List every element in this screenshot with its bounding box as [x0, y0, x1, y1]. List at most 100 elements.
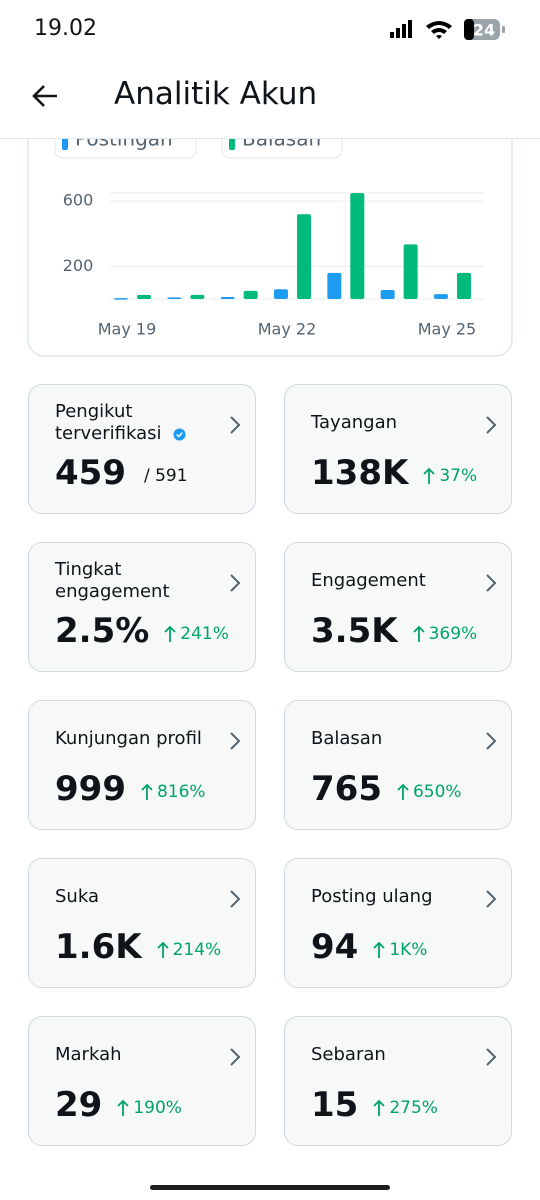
stat-card[interactable]: Tayangan 138K 37%: [284, 384, 512, 514]
card-row: 2.5% 241%: [55, 611, 229, 651]
card-title-text: Markah: [55, 1044, 122, 1065]
card-title-text: Pengikut terverifikasi: [55, 401, 220, 445]
card-row: 94 1K%: [311, 927, 427, 967]
chevron: [486, 416, 497, 434]
bar: [403, 244, 418, 299]
chevron: [486, 574, 497, 592]
y-tick-label: 600: [63, 191, 94, 210]
stat-card[interactable]: Balasan 765 650%: [284, 700, 512, 830]
card-title: Engagement: [311, 556, 476, 606]
bar: [433, 294, 448, 299]
card-title-text: Sebaran: [311, 1044, 386, 1065]
card-row: 15 275%: [311, 1085, 438, 1125]
up-arrow: [373, 941, 385, 958]
card-value: 3.5K: [311, 611, 398, 651]
card-title-text: Suka: [55, 886, 99, 907]
card-title-text: Kunjungan profil: [55, 728, 202, 749]
stat-card[interactable]: Pengikut terverifikasi 459 / 591: [28, 384, 256, 514]
card-value: 999: [55, 769, 126, 809]
bar: [350, 193, 365, 299]
battery-level: 24: [473, 21, 495, 40]
card-change: 369%: [428, 624, 478, 644]
x-tick-label: May 19: [98, 320, 157, 339]
card-value: 2.5%: [55, 611, 150, 651]
stat-card[interactable]: Markah 29 190%: [28, 1016, 256, 1146]
bar: [273, 289, 288, 299]
card-change: 214%: [172, 940, 222, 960]
card-row: 29 190%: [55, 1085, 182, 1125]
card-change: 1K%: [389, 940, 428, 960]
back-button[interactable]: [30, 82, 60, 110]
x-tick-label: May 25: [418, 320, 477, 339]
card-title: Tayangan: [311, 398, 476, 448]
card-title: Pengikut terverifikasi: [55, 398, 220, 448]
x-tick-label: May 22: [258, 320, 317, 339]
bar: [167, 297, 182, 299]
chevron: [486, 890, 497, 908]
bar: [114, 298, 128, 300]
home-indicator: [150, 1185, 390, 1190]
bar: [137, 294, 151, 299]
card-row: 459 / 591: [55, 453, 188, 493]
card-title: Suka: [55, 872, 220, 922]
card-row: 1.6K 214%: [55, 927, 221, 967]
card-change: 190%: [133, 1098, 182, 1118]
card-title-text: Balasan: [311, 728, 383, 749]
stat-card[interactable]: Engagement 3.5K 369%: [284, 542, 512, 672]
page-title: Analitik Akun: [114, 76, 318, 112]
card-value: 765: [311, 769, 382, 809]
card-value: 94: [311, 927, 359, 967]
stat-card[interactable]: Sebaran 15 275%: [284, 1016, 512, 1146]
chevron: [486, 1048, 497, 1066]
card-title-text: Tayangan: [311, 412, 398, 433]
up-arrow: [397, 783, 409, 800]
chevron: [230, 574, 241, 592]
y-tick-label: 200: [63, 256, 94, 275]
card-title-text: Tingkat engagement: [55, 559, 170, 602]
card-title: Kunjungan profil: [55, 714, 220, 764]
card-change: 37%: [439, 466, 478, 486]
bar: [190, 294, 205, 299]
chevron: [486, 732, 497, 750]
card-title: Posting ulang: [311, 872, 476, 922]
bar: [456, 272, 471, 299]
up-arrow: [141, 783, 153, 800]
stat-card[interactable]: Tingkat engagement 2.5% 241%: [28, 542, 256, 672]
card-value: 459: [55, 453, 126, 493]
bar: [380, 290, 395, 299]
up-arrow: [117, 1099, 129, 1116]
verified-badge: [173, 427, 186, 441]
card-value: 15: [311, 1085, 359, 1125]
chevron: [230, 1048, 241, 1066]
card-value: 1.6K: [55, 927, 142, 967]
bar: [243, 290, 258, 299]
chevron: [230, 890, 241, 908]
status-time: 19.02: [34, 16, 97, 41]
card-title: Markah: [55, 1030, 220, 1080]
bar: [327, 272, 342, 299]
stat-card[interactable]: Posting ulang 94 1K%: [284, 858, 512, 988]
card-change: 650%: [412, 782, 462, 802]
card-title-text: Posting ulang: [311, 886, 433, 907]
up-arrow: [423, 467, 435, 484]
card-change: 816%: [156, 782, 206, 802]
card-title: Tingkat engagement: [55, 556, 220, 606]
card-title-text: Engagement: [311, 570, 426, 591]
header: 19.02 24 Analitik Akun: [0, 0, 540, 139]
up-arrow: [164, 625, 176, 642]
card-row: 138K 37%: [311, 453, 477, 493]
bar: [220, 297, 235, 299]
card-row: 765 650%: [311, 769, 462, 809]
up-arrow: [156, 941, 169, 958]
card-value: 138K: [311, 453, 409, 493]
up-arrow: [412, 625, 425, 642]
card-title: Sebaran: [311, 1030, 476, 1080]
card-change: 241%: [180, 624, 229, 644]
card-row: 3.5K 369%: [311, 611, 477, 651]
card-change: 275%: [389, 1098, 438, 1118]
stat-card[interactable]: Kunjungan profil 999 816%: [28, 700, 256, 830]
stat-card[interactable]: Suka 1.6K 214%: [28, 858, 256, 988]
card-row: 999 816%: [55, 769, 206, 809]
bar: [296, 214, 311, 299]
